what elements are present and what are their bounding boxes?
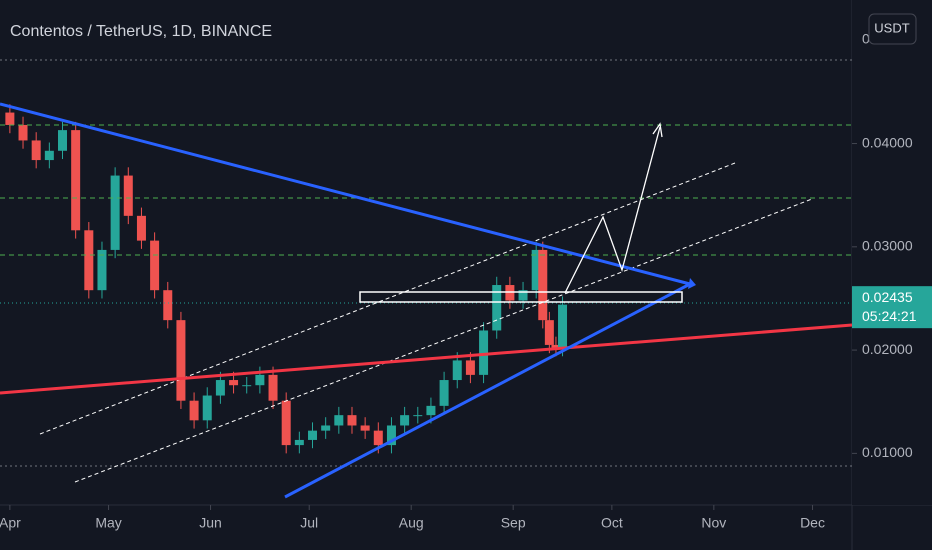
candle-body xyxy=(505,285,515,301)
channel-line xyxy=(74,198,813,483)
candle-body xyxy=(538,249,548,321)
candle-body xyxy=(386,425,396,446)
x-tick-label: Dec xyxy=(800,515,825,531)
candle-body xyxy=(308,430,318,440)
drawings xyxy=(0,59,853,499)
y-tick-label: 0.01000 xyxy=(862,444,913,460)
countdown-label: 05:24:21 xyxy=(862,308,917,324)
triangle-line xyxy=(284,282,691,499)
x-tick-label: Nov xyxy=(701,515,726,531)
x-tick-label: Oct xyxy=(601,515,623,531)
y-tick-label: 0.04000 xyxy=(862,134,913,150)
y-tick-label: 0.02000 xyxy=(862,341,913,357)
candle-body xyxy=(71,130,81,231)
candle-body xyxy=(558,304,568,349)
channel-line xyxy=(39,162,736,435)
candle-body xyxy=(215,380,225,396)
candle-body xyxy=(176,320,186,401)
candle-body xyxy=(413,415,423,417)
candle-body xyxy=(163,290,173,321)
candle-body xyxy=(373,430,383,446)
x-tick-label: Aug xyxy=(399,515,424,531)
y-tick-label: 0.03000 xyxy=(862,238,913,254)
candle-body xyxy=(544,320,554,345)
candle-body xyxy=(229,380,239,386)
arrow-head xyxy=(652,122,663,138)
candle-body xyxy=(439,380,449,406)
support-line xyxy=(0,323,853,395)
price-tag xyxy=(852,286,932,329)
candle-body xyxy=(452,360,462,381)
candle-body xyxy=(5,112,15,125)
candle-body xyxy=(492,285,502,331)
candle-body xyxy=(202,395,212,421)
candle-body xyxy=(97,249,107,291)
currency-label[interactable]: USDT xyxy=(874,20,909,35)
candle-body xyxy=(465,360,475,375)
triangle-apex xyxy=(688,278,696,289)
breakout-zone xyxy=(359,291,683,303)
candle-body xyxy=(294,439,304,446)
x-tick-label: Sep xyxy=(501,515,526,531)
candle-body xyxy=(18,124,28,141)
candle-body xyxy=(400,415,410,426)
price-tag-label: 0.02435 xyxy=(862,289,913,305)
candle-body xyxy=(518,290,528,301)
plot-area xyxy=(5,104,568,454)
candle-body xyxy=(242,385,252,387)
candle-body xyxy=(531,249,541,291)
candle-body xyxy=(281,400,291,446)
candle-body xyxy=(189,400,199,421)
candle-body xyxy=(123,175,133,216)
top-tick: 0 xyxy=(862,31,870,47)
triangle-line xyxy=(0,102,691,286)
candle-body xyxy=(255,374,265,386)
price-axis xyxy=(852,0,932,505)
candle-body xyxy=(479,330,489,375)
x-tick-label: Apr xyxy=(0,515,21,531)
candle-body xyxy=(110,175,120,250)
candle-body xyxy=(360,425,370,431)
candle-body xyxy=(347,415,357,426)
candle-body xyxy=(84,230,94,291)
chart-title: Contentos / TetherUS, 1D, BINANCE xyxy=(10,23,272,40)
candle-body xyxy=(58,130,68,151)
candle-body xyxy=(31,140,41,161)
candle-body xyxy=(268,374,278,401)
x-tick-label: Jul xyxy=(300,515,318,531)
projection-arrow xyxy=(564,126,661,294)
x-tick-label: May xyxy=(95,515,121,531)
candle-body xyxy=(150,240,160,291)
x-tick-label: Jun xyxy=(199,515,222,531)
candle-body xyxy=(551,344,561,349)
candle-body xyxy=(426,405,436,416)
candle-body xyxy=(44,150,54,161)
currency-button[interactable] xyxy=(868,13,917,45)
candle-body xyxy=(136,215,146,241)
candle-body xyxy=(334,415,344,426)
candle-body xyxy=(321,425,331,431)
